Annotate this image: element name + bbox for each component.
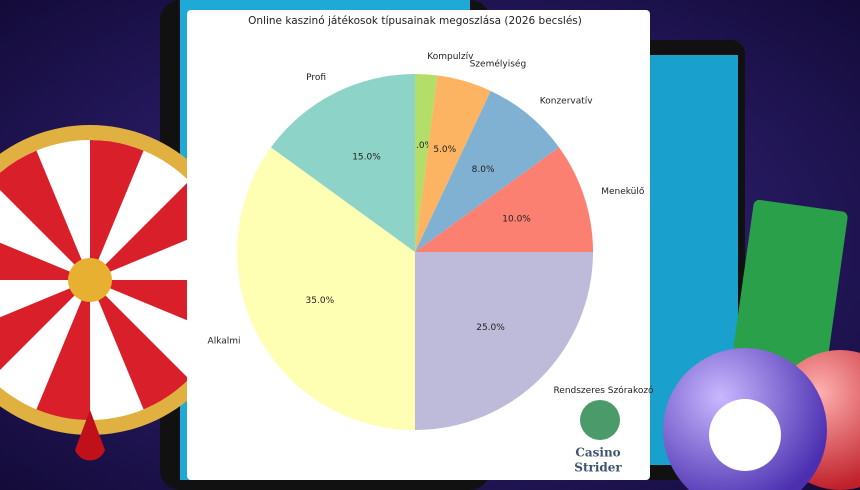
slice-label: Konzervatív bbox=[540, 97, 593, 107]
value-label: 15.0% bbox=[352, 152, 381, 162]
value-label: 10.0% bbox=[502, 214, 531, 224]
wheel-hub bbox=[68, 258, 112, 302]
logo-text: Strider bbox=[574, 461, 622, 475]
wheel-segment bbox=[0, 150, 90, 280]
pie-slice bbox=[415, 74, 438, 252]
value-label: 25.0% bbox=[476, 323, 505, 333]
pie-slice bbox=[236, 147, 415, 431]
slice-label: Rendszeres Szórakozó bbox=[553, 385, 654, 396]
value-label: 2.0% bbox=[410, 141, 433, 151]
wheel-segment bbox=[0, 242, 90, 280]
wheel-segment bbox=[90, 280, 189, 410]
chart: Online kaszinó játékosok típusainak mego… bbox=[208, 15, 654, 431]
slice-label: Személyiség bbox=[470, 58, 527, 69]
wheel-pointer bbox=[75, 410, 105, 461]
value-label: 8.0% bbox=[472, 165, 495, 175]
wheel-segment bbox=[36, 280, 90, 420]
pie-slice bbox=[270, 74, 415, 252]
value-label: 35.0% bbox=[306, 296, 335, 306]
logo-text: Casino bbox=[575, 446, 620, 460]
slice-label: Kompulzív bbox=[427, 52, 474, 62]
pie-slice bbox=[415, 147, 593, 252]
lotto-ticket bbox=[731, 199, 848, 380]
logo-globe bbox=[580, 400, 620, 440]
slice-label: Alkalmi bbox=[208, 336, 241, 346]
value-label: 5.0% bbox=[433, 145, 456, 155]
pie-slice bbox=[415, 252, 593, 430]
wheel-segment bbox=[0, 280, 90, 371]
chart-title: Online kaszinó játékosok típusainak mego… bbox=[248, 15, 582, 27]
pie-slice bbox=[415, 75, 491, 252]
pie-slice bbox=[415, 90, 560, 252]
ball-label bbox=[709, 399, 781, 471]
slice-label: Menekülő bbox=[601, 187, 645, 197]
wheel-segment bbox=[90, 140, 144, 280]
slice-label: Profi bbox=[306, 73, 326, 83]
